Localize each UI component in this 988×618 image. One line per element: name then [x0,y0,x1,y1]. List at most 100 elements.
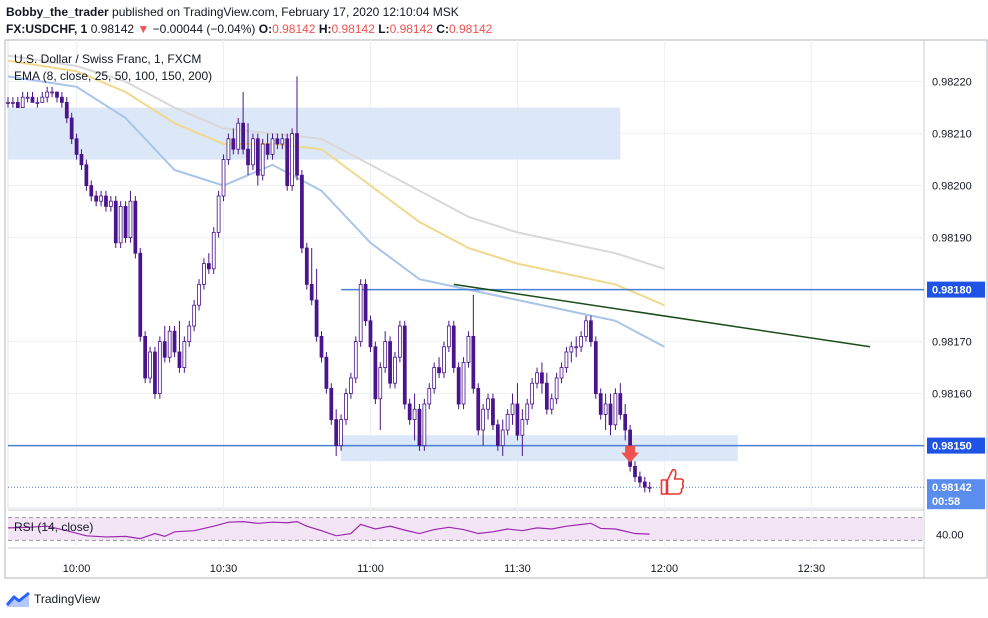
candle-body [260,143,265,176]
candle-body [579,335,583,348]
candle-body [642,481,647,488]
candle-body [329,387,334,420]
candle-body [461,361,466,405]
candle-body [324,356,329,389]
candle-body [265,143,270,155]
candle-body [192,304,197,327]
down-arrow-icon [621,445,640,463]
candle-body [202,263,206,285]
candle-body [520,419,525,436]
candle-body [549,398,554,410]
legend-title: U.S. Dollar / Swiss Franc, 1, FXCM [14,52,201,66]
candle-body [486,398,490,410]
candle-body [300,174,304,249]
candle-body [60,96,64,103]
candle-body [344,393,348,421]
candle-body [373,346,378,400]
candle-body [427,387,432,405]
candle-body [505,413,510,431]
candle-body [432,367,437,389]
open-label: O: [258,22,273,36]
candle-body [226,138,231,161]
candle-body [246,148,250,166]
current-price-tag [927,479,985,510]
candle-body [422,403,427,446]
candle-body [412,408,417,421]
candle-body [544,382,549,410]
x-tick-label: 12:30 [798,563,826,575]
zone-rect [8,107,621,160]
candle-body [398,325,402,358]
candle-body [270,138,275,155]
horizontal-lines[interactable] [8,288,924,488]
candle-body [153,351,157,394]
candle-body [197,283,201,306]
candle-body [40,96,45,103]
legend-ema: EMA (8, close, 25, 50, 100, 150, 200) [14,69,212,83]
rsi-pane [7,517,924,541]
candle-body [466,335,471,363]
y-tick-label: 0.98220 [932,77,972,89]
thumbs-up-icon [660,468,685,495]
candle-body [368,320,373,348]
candle-body [559,367,564,379]
candle-body [94,195,99,202]
candle-body [623,413,628,431]
publish-info: Bobby_the_trader published on TradingVie… [6,5,459,19]
trendline-segment [453,283,871,348]
candle-body [393,356,397,384]
x-tick-label: 10:30 [210,563,238,575]
candle-body [123,205,128,238]
candle-body [378,367,383,400]
candle-body [334,419,339,447]
legend-rsi: RSI (14, close) [14,520,93,534]
ema-line [7,75,665,348]
symbol-line: FX:USDCHF, 1 [6,22,88,36]
candle-body [6,102,10,104]
candle-body [402,325,407,405]
candle-body [574,346,579,349]
candle-body [251,138,255,166]
zone-rect [341,435,738,462]
candle-body [417,408,422,447]
candle-body [187,325,192,342]
candle-body [221,159,226,197]
trendline[interactable] [453,283,871,348]
candle-body [598,393,603,415]
candle-body [108,200,113,207]
candle-body [84,164,89,187]
ema-lines [7,54,665,348]
candle-body [172,330,177,353]
candle-body [525,403,530,420]
candle-body [613,393,618,426]
candle-body [89,185,94,197]
y-tick-label: 0.98160 [932,389,972,401]
candle-body [491,398,495,426]
candle-body [25,96,30,99]
candle-body [99,195,103,202]
candle-body [104,195,108,207]
candle-body [569,346,574,353]
rsi-tick-label: 40.00 [936,530,964,542]
candle-body [407,403,412,420]
ema-line [7,59,665,307]
candle-body [510,403,515,415]
candle-body [500,429,505,446]
annotations [621,445,685,495]
candle-body [30,96,35,103]
axes: 10:00 10:30 11:00 11:30 12:00 12:30 0.98220 0.9… [63,77,985,575]
close-value: 0.98142 [448,22,493,36]
candle-body [633,465,637,478]
price-tag [927,281,985,298]
candle-body [55,91,59,98]
price-tag-label: 0.98150 [932,441,972,453]
low-label: L: [378,22,390,36]
y-tick-label: 0.98210 [932,129,972,141]
candle-body [113,200,118,244]
x-tick-label: 11:30 [504,563,531,575]
candle-body [535,372,539,384]
candles [6,76,652,493]
candle-body [358,283,363,342]
author-name[interactable]: Bobby_the_trader [6,5,109,19]
